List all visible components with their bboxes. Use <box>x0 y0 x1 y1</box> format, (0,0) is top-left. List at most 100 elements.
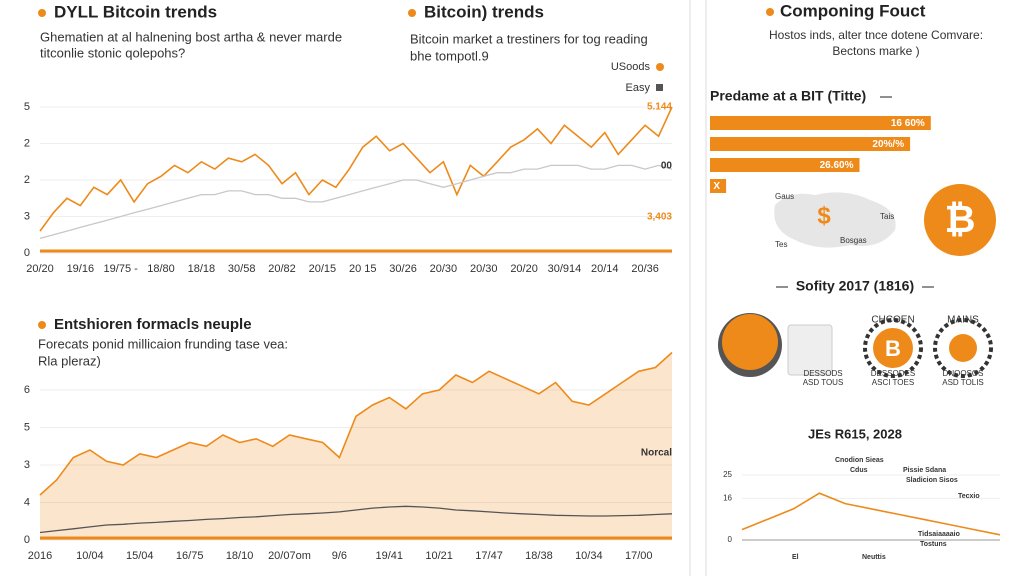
bar-label: X <box>713 181 720 192</box>
x-tick-label: 15/04 <box>126 550 154 562</box>
coin-icon <box>949 334 977 362</box>
x-tick-label: 20/14 <box>591 263 619 275</box>
y-tick-label: 2 <box>24 174 30 186</box>
y-tick-label: 5 <box>24 421 30 433</box>
subtitle: bhe tompotl.9 <box>410 48 489 63</box>
line <box>741 492 1001 536</box>
x-tick-label: 20 15 <box>349 263 377 275</box>
bar-label: 20%/% <box>872 139 904 150</box>
x-tick-label: 17/00 <box>625 550 653 562</box>
icon-header: CHCOEN <box>871 315 914 326</box>
x-tick-label: 18/38 <box>525 550 553 562</box>
x-tick-label: 18/18 <box>188 263 216 275</box>
subtitle: titconlie stonic qolepohs? <box>40 45 185 60</box>
map-label: Gaus <box>775 192 794 201</box>
bar-label: 16 60% <box>891 118 925 129</box>
bar <box>710 179 727 193</box>
x-tick-label: 10/04 <box>76 550 104 562</box>
x-tick-label: 10/21 <box>425 550 453 562</box>
annotation: 00 <box>661 161 673 172</box>
x-tick-label: 9/6 <box>332 550 347 562</box>
bar <box>710 116 931 130</box>
line <box>39 106 673 232</box>
x-tick-label: 20/20 <box>26 263 54 275</box>
x-tick-label: 2016 <box>28 550 52 562</box>
panel-title: Componing Fouct <box>780 1 926 20</box>
y-tick-label: 4 <box>24 496 30 508</box>
subtitle: Rla pleraz) <box>38 353 101 368</box>
subtitle: Ghematien at al halnening bost artha & n… <box>40 29 342 44</box>
coin-icon <box>873 328 913 368</box>
y-tick-label: 3 <box>24 459 30 471</box>
legend-label: USoods <box>611 61 651 73</box>
coin-icon <box>933 318 993 378</box>
chart-title: Predame at a BIT (Titte) <box>710 88 866 104</box>
subtitle: Hostos inds, alter tnce dotene Comvare: <box>769 28 983 42</box>
x-tick-label: 19/41 <box>375 550 403 562</box>
area <box>40 352 672 540</box>
y-tick-label: 25 <box>723 470 732 479</box>
line <box>39 505 673 534</box>
bullet <box>38 321 46 329</box>
bar <box>710 137 911 151</box>
x-tick-label: 19/16 <box>67 263 95 275</box>
annotation: 3,403 <box>647 212 672 223</box>
box-icon <box>787 324 833 376</box>
y-tick-label: 0 <box>728 535 733 544</box>
y-tick-label: 5 <box>24 101 30 113</box>
section-title: Sofity 2017 (1816) <box>796 278 914 294</box>
subtitle: Forecats ponid millicaion frunding tase … <box>38 336 288 351</box>
x-tick-label: 20/30 <box>470 263 498 275</box>
map-label: Tais <box>880 212 894 221</box>
bullet <box>766 8 774 16</box>
annotation: Norcal <box>641 448 672 459</box>
chart-title: Entshioren formacls neuple <box>54 316 252 333</box>
annotation: Tostuns <box>920 541 947 548</box>
subtitle: Bitcoin market a trestiners for tog read… <box>410 31 648 46</box>
icon-caption: ASCI TOES <box>872 378 914 387</box>
x-tick-label: 19/75 - <box>104 263 139 275</box>
x-tick-label: 20/07om <box>268 550 311 562</box>
x-tick-label: 18/80 <box>147 263 175 275</box>
x-tick-label: 20/30 <box>430 263 458 275</box>
line <box>39 351 673 496</box>
legend-swatch <box>656 84 663 91</box>
y-tick-label: 16 <box>723 494 732 503</box>
panel-title: Bitcoin) trends <box>424 2 544 21</box>
y-tick-label: 0 <box>24 534 30 546</box>
annotation: Pissie Sdana <box>903 467 946 474</box>
x-tick-label: 10/34 <box>575 550 603 562</box>
icon-caption: DESSODS <box>803 369 842 378</box>
map <box>774 192 896 248</box>
bitcoin-symbol: ₿ <box>945 199 976 241</box>
icon-caption: ASD TOUS <box>803 378 844 387</box>
globe-icon <box>722 314 778 370</box>
chart-title: DYLL Bitcoin trends <box>54 2 217 21</box>
annotation: Tecxio <box>958 493 980 500</box>
x-tick-label: 30/58 <box>228 263 256 275</box>
y-tick-label: 2 <box>24 137 30 149</box>
bar-label: 26.60% <box>820 160 854 171</box>
x-tick-label: 20/36 <box>631 263 659 275</box>
annotation: El <box>792 554 799 561</box>
x-tick-label: 30/26 <box>389 263 417 275</box>
map-label: Tes <box>775 240 787 249</box>
annotation: 5.144 <box>647 102 672 113</box>
legend-label: Easy <box>626 82 651 94</box>
annotation: Cnodion Sieas <box>835 457 884 464</box>
chart-title: JEs R615, 2028 <box>808 426 902 441</box>
icon-caption: DNOOSOS <box>943 369 984 378</box>
bar <box>710 158 860 172</box>
icon-caption: ASD TOLIS <box>942 378 984 387</box>
x-tick-label: 20/20 <box>510 263 538 275</box>
bullet <box>408 9 416 17</box>
x-tick-label: 20/82 <box>268 263 296 275</box>
y-tick-label: 0 <box>24 247 30 259</box>
annotation: Cdus <box>850 467 868 474</box>
coin-icon <box>863 318 923 378</box>
coin-letter: B <box>885 336 901 361</box>
bullet <box>38 9 46 17</box>
legend-swatch <box>656 63 664 71</box>
icon-header: MAINS <box>947 315 979 326</box>
